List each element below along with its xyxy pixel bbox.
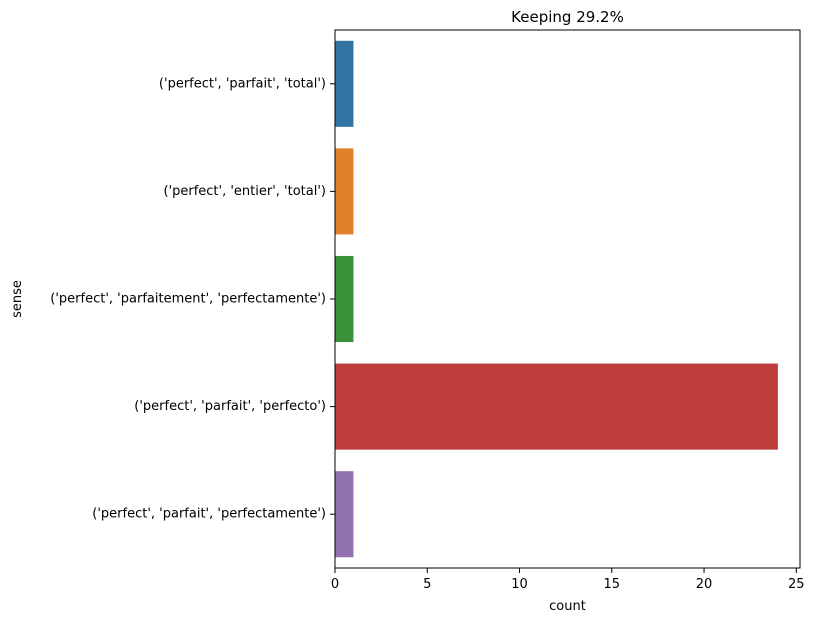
y-ticks: ('perfect', 'parfait', 'total') ('perfect… <box>50 76 335 522</box>
plot-frame <box>334 29 801 569</box>
x-tick-label: 0 <box>331 577 339 592</box>
y-tick-label: ('perfect', 'parfait', 'perfectamente') <box>92 507 326 522</box>
chart-title: Keeping 29.2% <box>511 8 624 26</box>
x-tick-label: 15 <box>604 577 621 592</box>
x-tick-label: 5 <box>423 577 431 592</box>
bar-4 <box>335 471 354 558</box>
y-tick-label: ('perfect', 'parfaitement', 'perfectamen… <box>50 292 326 307</box>
x-ticks: 0 5 10 15 20 25 <box>331 568 805 592</box>
x-tick-label: 10 <box>511 577 528 592</box>
y-tick-label: ('perfect', 'parfait', 'total') <box>159 76 326 91</box>
x-axis-label: count <box>549 599 586 614</box>
bar-1 <box>335 148 354 235</box>
bar-3 <box>335 363 778 450</box>
y-tick-label: ('perfect', 'parfait', 'perfecto') <box>134 399 326 414</box>
x-tick-label: 20 <box>696 577 713 592</box>
bars-group <box>335 40 778 558</box>
y-tick-label: ('perfect', 'entier', 'total') <box>163 184 326 199</box>
bar-0 <box>335 40 354 127</box>
x-tick-label: 25 <box>788 577 805 592</box>
bar-2 <box>335 255 354 343</box>
y-axis-label: sense <box>10 280 25 318</box>
